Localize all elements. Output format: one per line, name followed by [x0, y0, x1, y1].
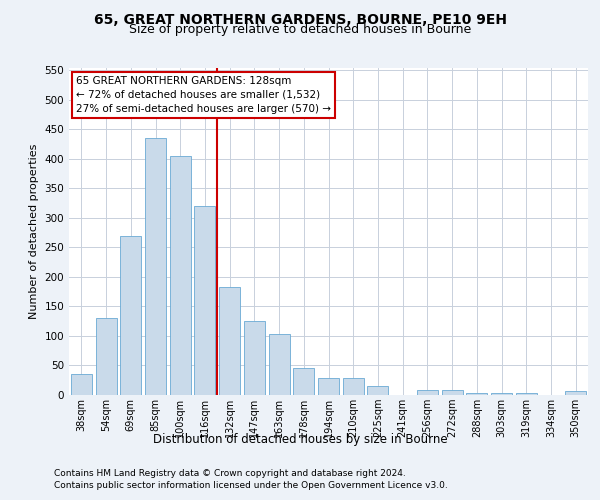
Bar — [269, 334, 290, 395]
Bar — [293, 368, 314, 395]
Bar — [145, 138, 166, 395]
Text: Contains public sector information licensed under the Open Government Licence v3: Contains public sector information licen… — [54, 481, 448, 490]
Bar — [516, 393, 537, 395]
Text: Size of property relative to detached houses in Bourne: Size of property relative to detached ho… — [129, 24, 471, 36]
Bar — [343, 378, 364, 395]
Bar — [71, 374, 92, 395]
Text: Contains HM Land Registry data © Crown copyright and database right 2024.: Contains HM Land Registry data © Crown c… — [54, 469, 406, 478]
Bar — [466, 393, 487, 395]
Bar — [95, 318, 116, 395]
Bar — [170, 156, 191, 395]
Bar — [491, 393, 512, 395]
Text: Distribution of detached houses by size in Bourne: Distribution of detached houses by size … — [152, 432, 448, 446]
Bar — [244, 321, 265, 395]
Bar — [219, 287, 240, 395]
Bar — [367, 386, 388, 395]
Bar — [417, 390, 438, 395]
Bar — [120, 236, 141, 395]
Bar — [565, 392, 586, 395]
Bar — [442, 390, 463, 395]
Text: 65 GREAT NORTHERN GARDENS: 128sqm
← 72% of detached houses are smaller (1,532)
2: 65 GREAT NORTHERN GARDENS: 128sqm ← 72% … — [76, 76, 331, 114]
Bar — [194, 206, 215, 395]
Bar — [318, 378, 339, 395]
Y-axis label: Number of detached properties: Number of detached properties — [29, 144, 39, 319]
Text: 65, GREAT NORTHERN GARDENS, BOURNE, PE10 9EH: 65, GREAT NORTHERN GARDENS, BOURNE, PE10… — [94, 12, 506, 26]
